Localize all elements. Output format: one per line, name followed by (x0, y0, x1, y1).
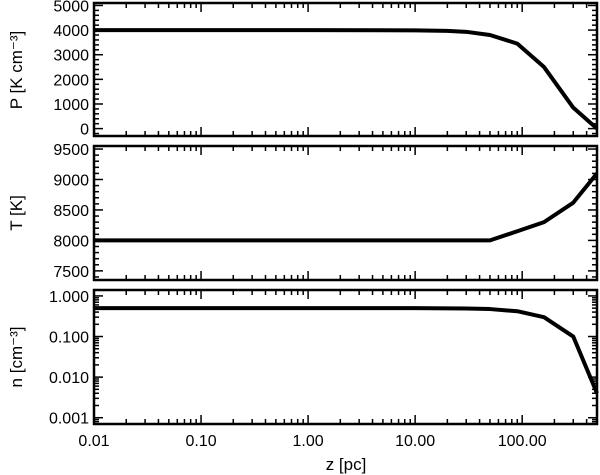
temperature-y-tick-label: 8500 (53, 203, 89, 220)
density-series-line (94, 306, 599, 395)
x-tick-label: 10.00 (395, 433, 435, 450)
temperature-panel: 7500 8000 8500 9000 9500 T [K] (7, 142, 599, 282)
pressure-y-tick-label: 0 (80, 122, 89, 139)
x-axis-label: z [pc] (326, 455, 367, 474)
pressure-y-tick-label: 1000 (53, 97, 89, 114)
pressure-series-line (94, 28, 599, 131)
density-y-tick-label: 0.100 (49, 330, 89, 347)
density-y-tick-label: 1.000 (49, 289, 89, 306)
temperature-y-tick-label: 9000 (53, 173, 89, 190)
density-panel: 0.001 0.010 0.100 1.000 n [cm⁻³] 0.01 0.10 1.… (7, 288, 599, 474)
pressure-tick-labels: 0 1000 2000 3000 4000 5000 (53, 0, 89, 139)
pressure-panel: 0 1000 2000 3000 4000 5000 P [K cm⁻³] (7, 0, 599, 139)
temperature-axis-label: T [K] (7, 195, 26, 231)
x-tick-labels: 0.01 0.10 1.00 10.00 100.00 (78, 433, 546, 450)
density-y-tick-label: 0.001 (49, 411, 89, 428)
density-ticks (93, 290, 598, 425)
pressure-y-tick-label: 3000 (53, 48, 89, 65)
density-axis-label: n [cm⁻³] (7, 327, 26, 388)
pressure-ticks (93, 3, 598, 136)
pressure-y-tick-label: 4000 (53, 23, 89, 40)
x-tick-label: 0.01 (78, 433, 109, 450)
pressure-y-tick-label: 2000 (53, 72, 89, 89)
temperature-ticks (93, 146, 598, 280)
temperature-tick-labels: 7500 8000 8500 9000 9500 (53, 142, 89, 281)
temperature-y-tick-label: 8000 (53, 233, 89, 250)
pressure-axis-label: P [K cm⁻³] (7, 31, 26, 110)
pressure-plot-frame (92, 1, 599, 138)
temperature-y-tick-label: 7500 (53, 264, 89, 281)
x-tick-label: 100.00 (498, 433, 547, 450)
temperature-plot-frame (92, 144, 599, 282)
x-tick-label: 1.00 (293, 433, 324, 450)
temperature-y-tick-label: 9500 (53, 142, 89, 159)
density-tick-labels: 0.001 0.010 0.100 1.000 (49, 289, 89, 428)
pressure-y-tick-label: 5000 (53, 0, 89, 15)
density-y-tick-label: 0.010 (49, 370, 89, 387)
x-tick-label: 0.10 (185, 433, 216, 450)
temperature-series-line (94, 172, 599, 243)
density-plot-frame (92, 288, 599, 426)
